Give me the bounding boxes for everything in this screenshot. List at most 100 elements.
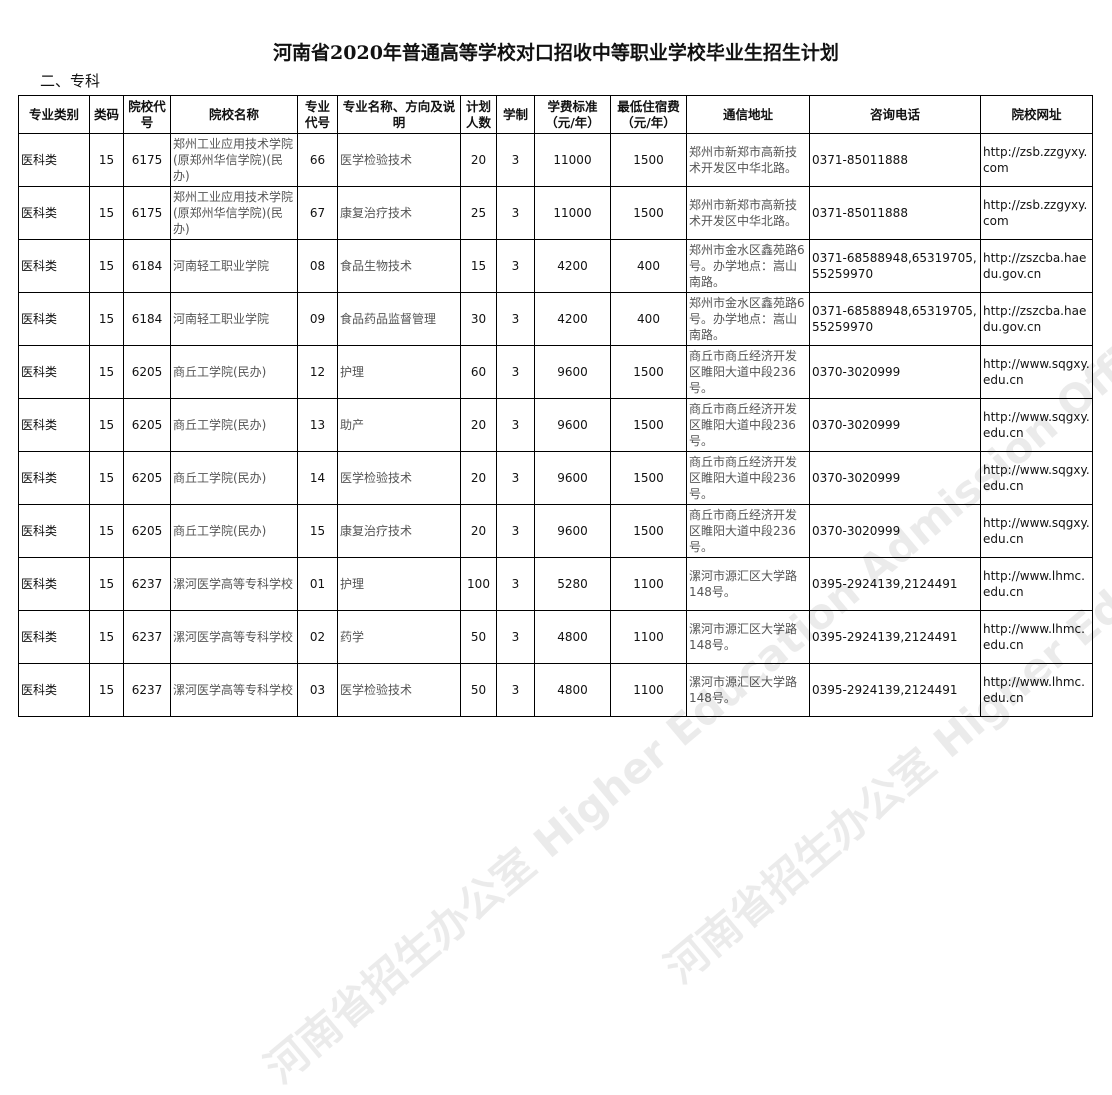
table-cell: 12	[297, 345, 338, 399]
table-cell: 20	[460, 133, 497, 187]
table-cell: 3	[496, 398, 535, 452]
table-cell: 0395-2924139,2124491	[809, 610, 981, 664]
table-cell: 15	[89, 557, 124, 611]
table-row: 医科类 15 6237 漯河医学高等专科学校 02 药学 50 3 4800 1100 漯河市源汇区…	[18, 610, 1093, 664]
table-cell: http://zsb.zzgyxy.com	[980, 186, 1093, 240]
column-header: 通信地址	[686, 95, 810, 134]
table-cell: 医科类	[18, 345, 90, 399]
table-cell: 0371-85011888	[809, 133, 981, 187]
table-cell: 食品药品监督管理	[337, 292, 461, 346]
table-cell: 3	[496, 663, 535, 717]
table-cell: 漯河市源汇区大学路148号。	[686, 557, 810, 611]
table-cell: 15	[89, 610, 124, 664]
table-cell: 0370-3020999	[809, 451, 981, 505]
table-cell: 医科类	[18, 610, 90, 664]
table-cell: 医科类	[18, 557, 90, 611]
table-cell: 医学检验技术	[337, 133, 461, 187]
table-cell: 0370-3020999	[809, 398, 981, 452]
table-cell: 4200	[534, 292, 611, 346]
table-cell: 9600	[534, 504, 611, 558]
table-cell: 15	[460, 239, 497, 293]
table-cell: 漯河医学高等专科学校	[170, 663, 298, 717]
table-cell: 药学	[337, 610, 461, 664]
table-cell: 15	[89, 133, 124, 187]
table-cell: 1100	[610, 557, 687, 611]
table-cell: 漯河市源汇区大学路148号。	[686, 663, 810, 717]
table-cell: 6205	[123, 504, 171, 558]
table-cell: 郑州市金水区鑫苑路6号。办学地点：嵩山南路。	[686, 239, 810, 293]
table-cell: 1500	[610, 345, 687, 399]
table-cell: 商丘工学院(民办)	[170, 345, 298, 399]
table-cell: 15	[89, 663, 124, 717]
table-cell: 20	[460, 398, 497, 452]
table-cell: http://www.sqgxy.edu.cn	[980, 345, 1093, 399]
table-cell: 15	[297, 504, 338, 558]
table-cell: 1500	[610, 133, 687, 187]
table-cell: 1100	[610, 663, 687, 717]
table-cell: 医科类	[18, 186, 90, 240]
table-cell: 6205	[123, 345, 171, 399]
table-cell: 02	[297, 610, 338, 664]
table-cell: 漯河医学高等专科学校	[170, 610, 298, 664]
table-cell: 9600	[534, 398, 611, 452]
table-cell: 11000	[534, 186, 611, 240]
table-cell: 助产	[337, 398, 461, 452]
table-cell: 漯河医学高等专科学校	[170, 557, 298, 611]
table-cell: 1100	[610, 610, 687, 664]
table-cell: 商丘市商丘经济开发区睢阳大道中段236号。	[686, 504, 810, 558]
table-cell: 0371-68588948,65319705,55259970	[809, 292, 981, 346]
table-cell: 护理	[337, 557, 461, 611]
table-cell: 03	[297, 663, 338, 717]
enrollment-plan-table: 专业类别 类码 院校代号 院校名称 专业代号 专业名称、方向及说明 计划人数 学制 学费标准（元…	[18, 95, 1093, 717]
column-header: 最低住宿费（元/年）	[610, 95, 687, 134]
table-cell: 15	[89, 186, 124, 240]
table-cell: 商丘市商丘经济开发区睢阳大道中段236号。	[686, 451, 810, 505]
table-cell: http://www.sqgxy.edu.cn	[980, 451, 1093, 505]
table-cell: 400	[610, 292, 687, 346]
table-row: 医科类 15 6205 商丘工学院(民办) 15 康复治疗技术 20 3 9600 1500 商丘市…	[18, 504, 1093, 558]
table-cell: http://zszcba.haedu.gov.cn	[980, 292, 1093, 346]
table-cell: 3	[496, 239, 535, 293]
table-cell: 08	[297, 239, 338, 293]
table-cell: http://zszcba.haedu.gov.cn	[980, 239, 1093, 293]
table-cell: 60	[460, 345, 497, 399]
column-header: 院校名称	[170, 95, 298, 134]
table-cell: 3	[496, 504, 535, 558]
table-cell: 15	[89, 451, 124, 505]
table-cell: 郑州市金水区鑫苑路6号。办学地点：嵩山南路。	[686, 292, 810, 346]
table-row: 医科类 15 6184 河南轻工职业学院 08 食品生物技术 15 3 4200 400 郑州市金水…	[18, 239, 1093, 293]
table-row: 医科类 15 6205 商丘工学院(民办) 13 助产 20 3 9600 1500 商丘市商丘经济…	[18, 398, 1093, 452]
table-cell: 医科类	[18, 239, 90, 293]
table-header-row: 专业类别 类码 院校代号 院校名称 专业代号 专业名称、方向及说明 计划人数 学制 学费标准（元…	[18, 95, 1093, 134]
table-cell: 50	[460, 610, 497, 664]
column-header: 专业代号	[297, 95, 338, 134]
table-cell: 30	[460, 292, 497, 346]
table-cell: 0371-68588948,65319705,55259970	[809, 239, 981, 293]
table-cell: 0370-3020999	[809, 504, 981, 558]
table-cell: 郑州市新郑市高新技术开发区中华北路。	[686, 186, 810, 240]
table-cell: 0395-2924139,2124491	[809, 663, 981, 717]
table-cell: 3	[496, 292, 535, 346]
table-cell: 康复治疗技术	[337, 504, 461, 558]
table-row: 医科类 15 6175 郑州工业应用技术学院(原郑州华信学院)(民办) 67 康复治疗技术…	[18, 186, 1093, 240]
table-cell: 1500	[610, 504, 687, 558]
table-cell: 67	[297, 186, 338, 240]
table-cell: 01	[297, 557, 338, 611]
document-title: 河南省2020年普通高等学校对口招收中等职业学校毕业生招生计划	[273, 42, 839, 64]
table-cell: 6175	[123, 186, 171, 240]
table-cell: 11000	[534, 133, 611, 187]
table-row: 医科类 15 6205 商丘工学院(民办) 12 护理 60 3 9600 1500 商丘市商丘经济…	[18, 345, 1093, 399]
table-cell: 商丘工学院(民办)	[170, 451, 298, 505]
table-cell: 医科类	[18, 504, 90, 558]
column-header: 计划人数	[460, 95, 497, 134]
table-cell: http://www.lhmc.edu.cn	[980, 610, 1093, 664]
table-cell: 15	[89, 239, 124, 293]
table-cell: 9600	[534, 451, 611, 505]
column-header: 类码	[89, 95, 124, 134]
table-cell: 3	[496, 610, 535, 664]
table-cell: 4200	[534, 239, 611, 293]
table-cell: 康复治疗技术	[337, 186, 461, 240]
table-cell: 6205	[123, 398, 171, 452]
table-cell: 6237	[123, 610, 171, 664]
column-header: 学制	[496, 95, 535, 134]
